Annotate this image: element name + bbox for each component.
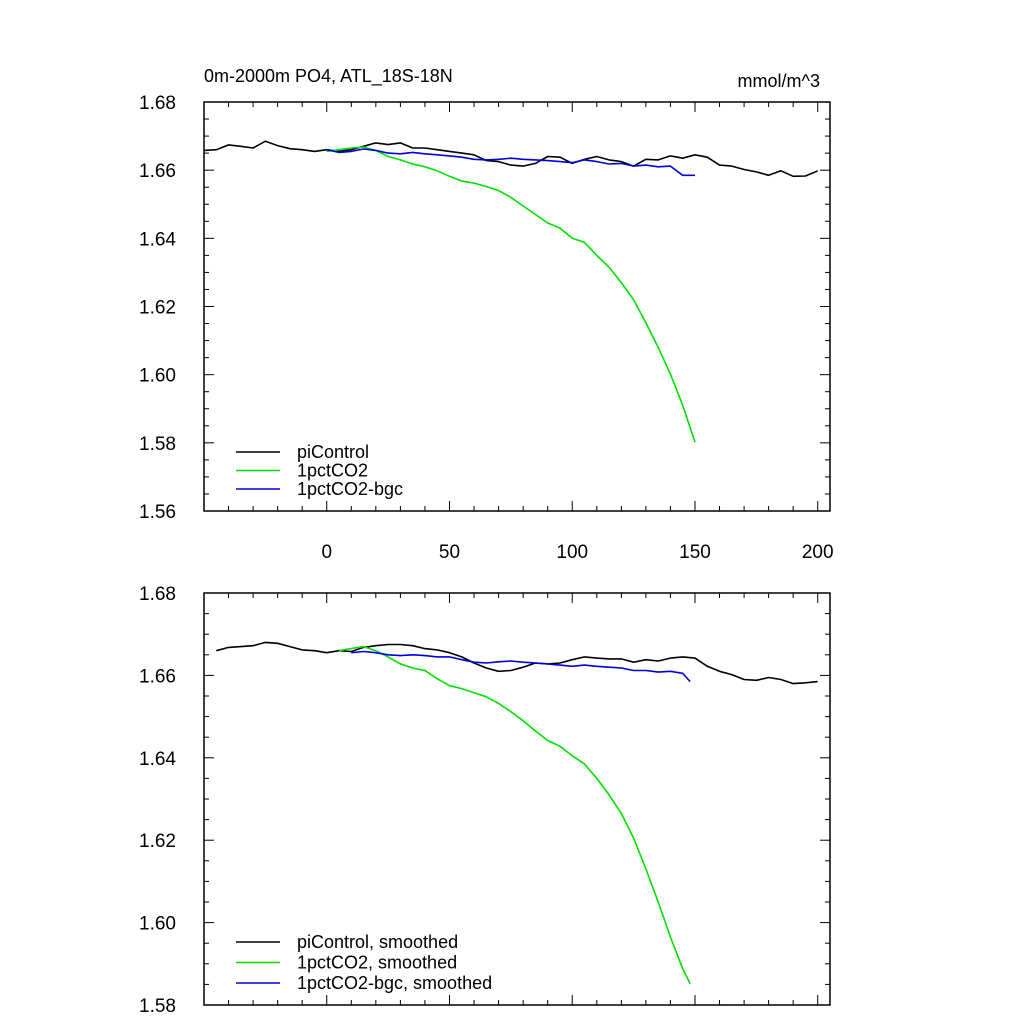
- x-tick-label: 100: [556, 542, 588, 563]
- y-tick-label: 1.56: [139, 502, 176, 523]
- x-tick-label: 150: [679, 542, 711, 563]
- units-label: mmol/m^3: [738, 71, 820, 91]
- series-line-1pctco2-bgc-smoothed: [351, 650, 691, 683]
- y-tick-label: 1.62: [139, 831, 176, 852]
- legend-label: piControl: [297, 442, 369, 462]
- legend-label: piControl, smoothed: [297, 932, 458, 952]
- y-tick-label: 1.62: [139, 298, 176, 319]
- y-tick-label: 1.58: [139, 996, 176, 1017]
- y-tick-label: 1.68: [139, 584, 176, 605]
- series-layer-bottom: [216, 641, 818, 984]
- ticks-top: 0 50 100 150 200 1.56 1.58 1.60 1.62 1.64 1.66 1.68: [139, 93, 834, 563]
- series-line-1pctco2: [326, 146, 696, 443]
- x-tick-label: 50: [439, 542, 460, 563]
- legend-label: 1pctCO2-bgc, smoothed: [297, 973, 492, 993]
- legend-label: 1pctCO2: [297, 461, 368, 481]
- chart-title: 0m-2000m PO4, ATL_18S-18N: [204, 66, 453, 87]
- y-tick-label: 1.58: [139, 434, 176, 455]
- y-tick-label: 1.66: [139, 161, 176, 182]
- y-tick-label: 1.64: [139, 749, 176, 770]
- x-tick-label: 200: [802, 542, 834, 563]
- legend-label: 1pctCO2, smoothed: [297, 953, 457, 973]
- series-layer-top: [203, 140, 819, 443]
- series-line-picontrol-smoothed: [216, 641, 818, 685]
- y-tick-label: 1.68: [139, 93, 176, 114]
- panel-top: 0m-2000m PO4, ATL_18S-18N mmol/m^3 0 50 10…: [139, 66, 834, 563]
- y-tick-label: 1.66: [139, 666, 176, 687]
- series-line-1pctco2-bgc: [326, 148, 695, 177]
- legend-label: 1pctCO2-bgc: [297, 479, 403, 499]
- y-tick-label: 1.64: [139, 229, 176, 250]
- series-line-picontrol: [203, 140, 819, 178]
- x-tick-label: 0: [321, 542, 332, 563]
- panel-bottom: 1.58 1.60 1.62 1.64 1.66 1.68 piControl, smoo…: [139, 584, 831, 1017]
- y-tick-label: 1.60: [139, 914, 176, 935]
- series-line-1pctco2-smoothed: [338, 645, 691, 984]
- ticks-bottom: 1.58 1.60 1.62 1.64 1.66 1.68: [139, 584, 830, 1017]
- y-tick-label: 1.60: [139, 366, 176, 387]
